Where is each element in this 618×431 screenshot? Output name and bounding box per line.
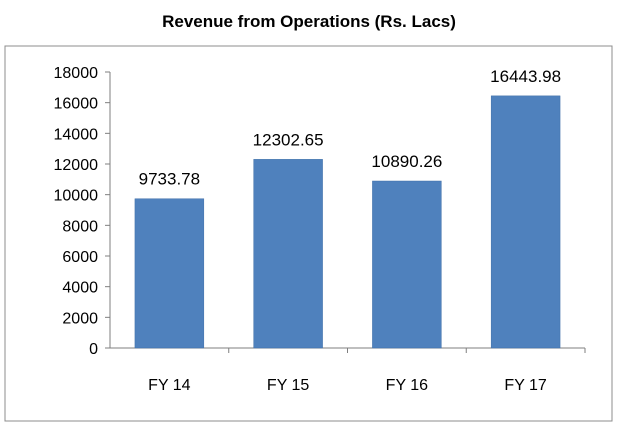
category-label: FY 16 xyxy=(386,377,429,394)
bar-data-label: 12302.65 xyxy=(253,130,324,149)
y-axis-ticks: 0 2000 4000 6000 8000 10000 12000 14000 16000 180… xyxy=(54,65,110,358)
bar-data-label: 16443.98 xyxy=(490,67,561,86)
bar xyxy=(253,159,323,349)
category-label: FY 17 xyxy=(504,377,547,394)
y-tick-label: 2000 xyxy=(62,310,98,327)
y-tick-label: 4000 xyxy=(62,280,98,297)
category-labels-group: FY 14 FY 15 FY 16 FY 17 xyxy=(148,348,586,394)
y-tick-label: 12000 xyxy=(54,157,99,174)
bar-data-label: 9733.78 xyxy=(139,170,200,189)
chart-title: Revenue from Operations (Rs. Lacs) xyxy=(162,12,456,31)
y-tick-label: 0 xyxy=(89,341,98,358)
y-tick-label: 18000 xyxy=(54,65,99,82)
bar xyxy=(134,198,205,349)
y-tick-label: 8000 xyxy=(62,218,98,235)
bar-data-label: 10890.26 xyxy=(371,152,442,171)
bar xyxy=(490,95,561,349)
y-tick-label: 6000 xyxy=(62,249,98,266)
y-tick-label: 16000 xyxy=(54,96,99,113)
data-labels-group: 9733.78 12302.65 10890.26 16443.98 xyxy=(139,67,561,189)
category-label: FY 15 xyxy=(267,377,310,394)
y-tick-label: 10000 xyxy=(54,188,99,205)
category-label: FY 14 xyxy=(148,377,191,394)
bar xyxy=(372,180,442,349)
y-tick-label: 14000 xyxy=(54,126,99,143)
bars-group xyxy=(134,95,561,349)
